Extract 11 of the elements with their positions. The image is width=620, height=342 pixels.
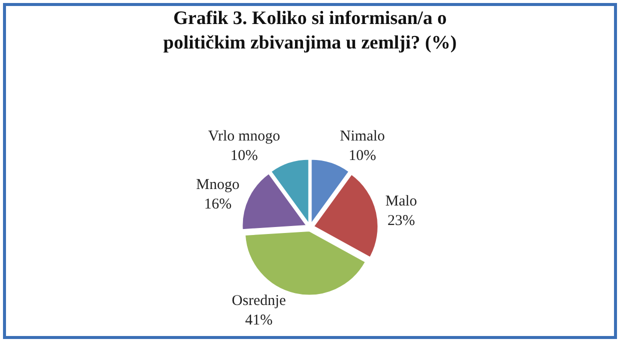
slice-label: Mnogo	[196, 177, 240, 194]
data-label: 10%	[230, 148, 258, 164]
slice-label: Osrednje	[232, 292, 286, 309]
slice-label: Vrlo mnogo	[208, 128, 280, 145]
slice-label: Nimalo	[340, 128, 385, 145]
data-label: 10%	[348, 148, 376, 164]
data-label: 41%	[245, 312, 273, 328]
data-label: 16%	[204, 196, 232, 213]
data-label: 23%	[387, 213, 415, 230]
chart-title: Grafik 3. Koliko si informisan/a o političkim zbivanjima u zemlji? (%)	[163, 8, 457, 54]
slice-label: Malo	[385, 194, 418, 210]
